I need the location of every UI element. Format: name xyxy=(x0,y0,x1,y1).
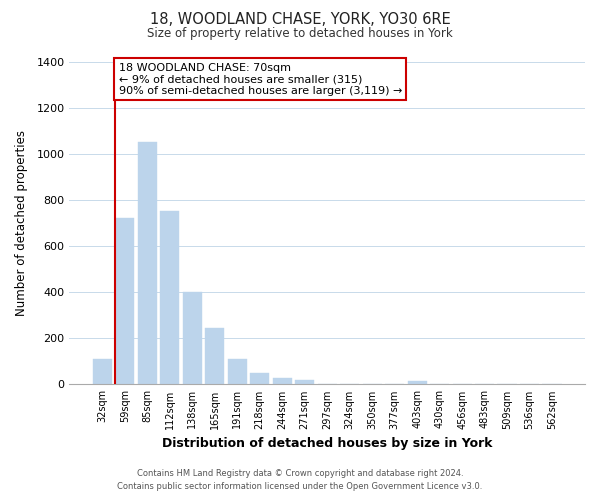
Bar xyxy=(138,142,157,384)
Bar xyxy=(115,218,134,384)
Text: 18 WOODLAND CHASE: 70sqm
← 9% of detached houses are smaller (315)
90% of semi-d: 18 WOODLAND CHASE: 70sqm ← 9% of detache… xyxy=(119,62,402,96)
X-axis label: Distribution of detached houses by size in York: Distribution of detached houses by size … xyxy=(162,437,493,450)
Bar xyxy=(295,380,314,384)
Y-axis label: Number of detached properties: Number of detached properties xyxy=(15,130,28,316)
Bar xyxy=(272,378,292,384)
Bar xyxy=(227,359,247,384)
Bar xyxy=(182,292,202,384)
Text: 18, WOODLAND CHASE, YORK, YO30 6RE: 18, WOODLAND CHASE, YORK, YO30 6RE xyxy=(149,12,451,28)
Bar xyxy=(205,328,224,384)
Bar xyxy=(250,373,269,384)
Bar xyxy=(160,212,179,384)
Bar xyxy=(93,359,112,384)
Text: Size of property relative to detached houses in York: Size of property relative to detached ho… xyxy=(147,28,453,40)
Text: Contains HM Land Registry data © Crown copyright and database right 2024.
Contai: Contains HM Land Registry data © Crown c… xyxy=(118,470,482,491)
Bar xyxy=(407,381,427,384)
